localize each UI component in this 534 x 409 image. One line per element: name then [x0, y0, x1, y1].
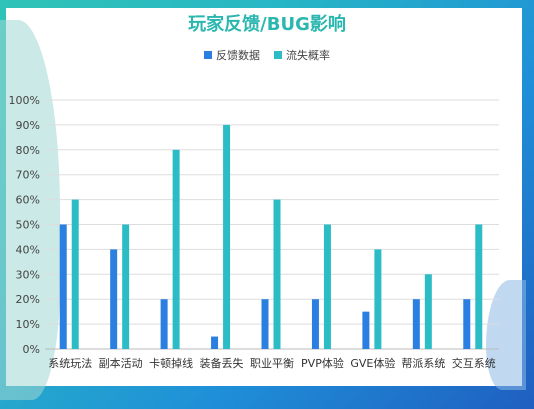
- bar-series1: [110, 249, 118, 349]
- bar-series2: [122, 224, 130, 349]
- legend-swatch-series1: [204, 51, 212, 59]
- bar-series2: [273, 199, 281, 349]
- bar-series1: [463, 299, 471, 349]
- y-tick-label: 40%: [16, 243, 40, 256]
- chart-legend: 反馈数据 流失概率: [0, 47, 534, 63]
- x-tick-label: PVP体验: [301, 356, 344, 370]
- bar-series1: [261, 299, 269, 349]
- bar-series2: [323, 224, 331, 349]
- bar-series2: [223, 124, 231, 350]
- chart-title: 玩家反馈/BUG影响: [188, 14, 346, 35]
- legend-label-series1: 反馈数据: [216, 49, 260, 62]
- bar-series1: [160, 299, 168, 349]
- bar-series2: [475, 224, 483, 349]
- legend-swatch-series2: [274, 51, 282, 59]
- bar-series1: [59, 224, 67, 349]
- y-tick-label: 30%: [16, 268, 40, 281]
- x-tick-label: GVE体验: [350, 356, 395, 370]
- bar-series2: [71, 199, 79, 349]
- x-tick-label: 副本活动: [99, 356, 143, 370]
- legend-item-series2[interactable]: 流失概率: [274, 47, 330, 63]
- x-tick-label: 装备丢失: [200, 356, 244, 370]
- y-tick-label: 10%: [16, 318, 40, 331]
- bar-series2: [374, 249, 382, 349]
- bar-series1: [311, 299, 319, 349]
- y-tick-label: 0%: [23, 343, 40, 356]
- x-tick-label: 帮派系统: [401, 357, 445, 370]
- y-tick-label: 20%: [16, 293, 40, 306]
- bar-series2: [424, 274, 432, 349]
- legend-label-series2: 流失概率: [286, 49, 330, 62]
- bar-series1: [362, 311, 370, 349]
- legend-item-series1[interactable]: 反馈数据: [204, 47, 260, 63]
- y-tick-label: 70%: [16, 169, 40, 182]
- y-tick-label: 50%: [16, 219, 40, 232]
- x-tick-label: 卡顿掉线: [149, 356, 193, 370]
- x-tick-label: 职业平衡: [250, 357, 294, 370]
- bar-series2: [172, 149, 180, 349]
- y-tick-label: 100%: [9, 94, 40, 107]
- y-tick-label: 80%: [16, 144, 40, 157]
- x-tick-label: 交互系统: [452, 356, 496, 370]
- y-tick-label: 60%: [16, 194, 40, 207]
- bar-series1: [412, 299, 420, 349]
- y-tick-label: 90%: [16, 119, 40, 132]
- x-tick-label: 系统玩法: [48, 356, 92, 370]
- decorative-blob-right: [486, 280, 526, 390]
- bar-series1: [211, 336, 219, 349]
